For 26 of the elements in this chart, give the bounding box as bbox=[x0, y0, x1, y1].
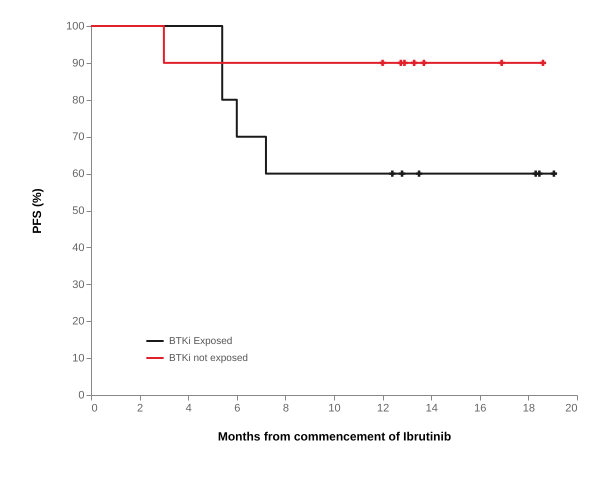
x-tick-label: 20 bbox=[565, 402, 578, 414]
y-tick-label: 40 bbox=[72, 242, 84, 254]
y-tick-label: 60 bbox=[72, 168, 84, 180]
y-axis-title: PFS (%) bbox=[30, 188, 44, 234]
x-tick-label: 14 bbox=[426, 402, 438, 414]
x-tick-label: 8 bbox=[282, 402, 289, 414]
x-tick-label: 18 bbox=[522, 402, 536, 414]
legend-label: BTKi Exposed bbox=[169, 336, 232, 347]
y-tick-label: 100 bbox=[66, 20, 84, 32]
x-tick-label: 12 bbox=[376, 402, 390, 414]
x-tick-label: 4 bbox=[186, 402, 192, 414]
x-tick-label: 6 bbox=[234, 402, 240, 414]
y-tick-label: 10 bbox=[72, 352, 84, 365]
y-tick-label: 0 bbox=[78, 390, 84, 402]
y-tick-label: 80 bbox=[72, 94, 84, 106]
x-tick-label: 16 bbox=[474, 402, 486, 414]
x-axis-title: Months from commencement of Ibrutinib bbox=[218, 430, 452, 444]
x-tick-label: 10 bbox=[328, 402, 341, 414]
y-tick-label: 90 bbox=[72, 57, 84, 70]
y-tick-label: 50 bbox=[72, 205, 84, 217]
y-tick-label: 30 bbox=[72, 278, 84, 291]
x-tick-label: 0 bbox=[92, 402, 98, 414]
legend-label: BTKi not exposed bbox=[169, 353, 248, 364]
y-tick-label: 20 bbox=[72, 316, 84, 328]
x-tick-label: 2 bbox=[137, 402, 144, 414]
y-tick-label: 70 bbox=[72, 131, 84, 144]
